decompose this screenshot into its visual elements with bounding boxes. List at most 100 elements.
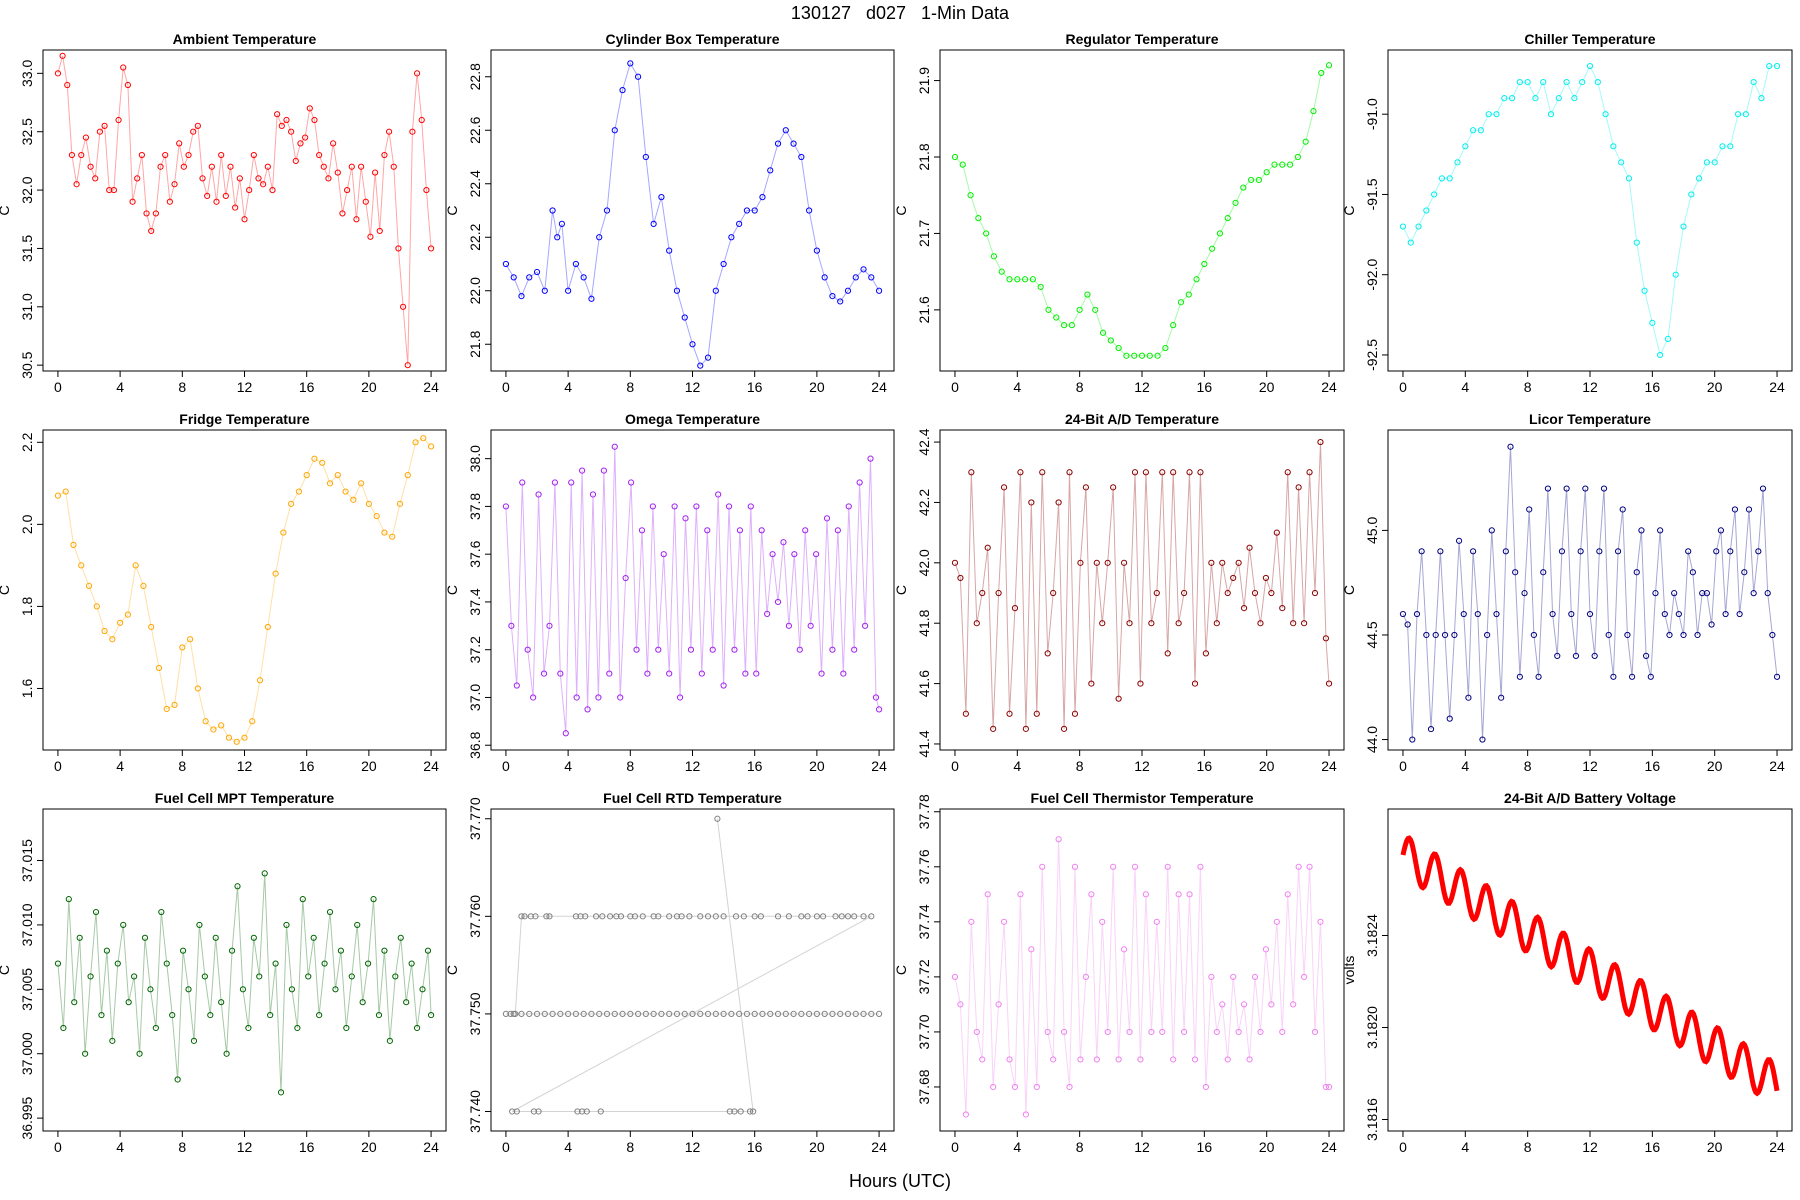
data-point xyxy=(1201,260,1208,268)
data-point xyxy=(1758,95,1765,102)
plot-frame xyxy=(1387,49,1793,372)
data-point xyxy=(967,192,974,199)
data-point xyxy=(423,186,430,194)
data-point xyxy=(1568,610,1575,618)
data-point xyxy=(288,500,295,507)
data-point xyxy=(518,913,525,920)
data-point xyxy=(372,169,379,176)
data-point xyxy=(613,913,620,920)
data-point xyxy=(619,1010,626,1018)
data-point xyxy=(1170,469,1177,476)
data-point xyxy=(1524,79,1531,86)
data-point xyxy=(751,913,758,920)
data-point xyxy=(1540,79,1547,86)
data-point xyxy=(1137,1056,1144,1063)
x-tick-label: 0 xyxy=(951,758,959,774)
data-point xyxy=(546,622,553,629)
data-point xyxy=(1120,559,1128,566)
data-point xyxy=(829,293,836,300)
data-point xyxy=(294,1024,301,1032)
data-point xyxy=(1099,329,1107,336)
data-point xyxy=(649,503,656,510)
data-point xyxy=(512,1010,519,1018)
data-point xyxy=(392,973,399,980)
data-point xyxy=(704,354,712,361)
data-point xyxy=(1208,559,1215,566)
data-point xyxy=(306,105,313,112)
data-point xyxy=(650,1010,657,1018)
data-point xyxy=(1110,863,1117,870)
data-point xyxy=(1050,1056,1057,1063)
chart-title: Regulator Temperature xyxy=(1066,31,1219,47)
data-point xyxy=(359,999,366,1006)
data-point xyxy=(399,303,407,310)
y-tick-label: 22.4 xyxy=(467,170,483,197)
x-axis-label: Hours (UTC) xyxy=(849,1171,951,1191)
data-point xyxy=(1544,485,1552,492)
x-tick-label: 4 xyxy=(1013,758,1021,774)
data-point xyxy=(1675,610,1682,618)
data-point xyxy=(1696,175,1703,182)
data-point xyxy=(535,1108,542,1115)
data-point xyxy=(1555,95,1562,102)
data-point xyxy=(1418,548,1425,555)
data-point xyxy=(1703,159,1710,166)
data-point xyxy=(1685,548,1692,555)
data-point xyxy=(1197,469,1204,476)
x-tick-label: 16 xyxy=(1645,379,1661,395)
data-point xyxy=(176,140,183,147)
data-point xyxy=(207,1011,214,1019)
y-tick-label: 32.5 xyxy=(19,118,35,145)
data-point xyxy=(1000,918,1008,925)
data-point xyxy=(1577,548,1584,555)
y-tick-label: 37.6 xyxy=(467,540,483,567)
data-point xyxy=(1251,973,1259,980)
data-point xyxy=(370,896,377,903)
data-point xyxy=(1257,1028,1264,1036)
data-point xyxy=(185,151,192,159)
x-tick-label: 12 xyxy=(1134,758,1150,774)
series-trace xyxy=(954,839,1329,1115)
x-tick-label: 24 xyxy=(1321,758,1337,774)
data-point xyxy=(256,677,264,684)
data-point xyxy=(120,921,127,929)
y-axis-label: C xyxy=(893,585,909,595)
data-point xyxy=(1530,631,1537,639)
data-point xyxy=(106,186,113,194)
data-point xyxy=(725,503,733,510)
data-point xyxy=(599,913,606,920)
data-point xyxy=(1717,527,1725,534)
data-point xyxy=(1769,631,1776,639)
data-point xyxy=(588,295,595,302)
data-point xyxy=(1290,620,1297,627)
data-point xyxy=(549,207,556,214)
data-point xyxy=(533,1010,541,1018)
data-point xyxy=(875,706,883,713)
x-tick-label: 20 xyxy=(1259,379,1275,395)
data-point xyxy=(513,1108,520,1115)
chart-title: Ambient Temperature xyxy=(173,31,317,47)
data-point xyxy=(124,611,131,618)
data-point xyxy=(655,646,662,653)
data-point xyxy=(1318,69,1325,77)
data-point xyxy=(1186,891,1193,898)
data-point xyxy=(305,973,312,980)
data-point xyxy=(813,913,820,920)
y-tick-label: 37.74 xyxy=(916,904,932,939)
data-point xyxy=(867,455,874,462)
data-point xyxy=(984,891,991,898)
x-tick-label: 0 xyxy=(951,1139,959,1155)
data-point xyxy=(712,287,719,294)
data-point xyxy=(1037,283,1044,291)
data-point xyxy=(163,960,170,967)
data-point xyxy=(832,913,839,920)
data-point xyxy=(303,472,310,479)
data-point xyxy=(1306,469,1313,476)
data-point xyxy=(1619,506,1626,513)
data-point xyxy=(1219,559,1226,566)
data-point xyxy=(736,1010,743,1018)
data-point xyxy=(774,913,782,920)
data-point xyxy=(1563,79,1570,86)
data-point xyxy=(851,913,858,920)
data-point xyxy=(681,314,688,321)
